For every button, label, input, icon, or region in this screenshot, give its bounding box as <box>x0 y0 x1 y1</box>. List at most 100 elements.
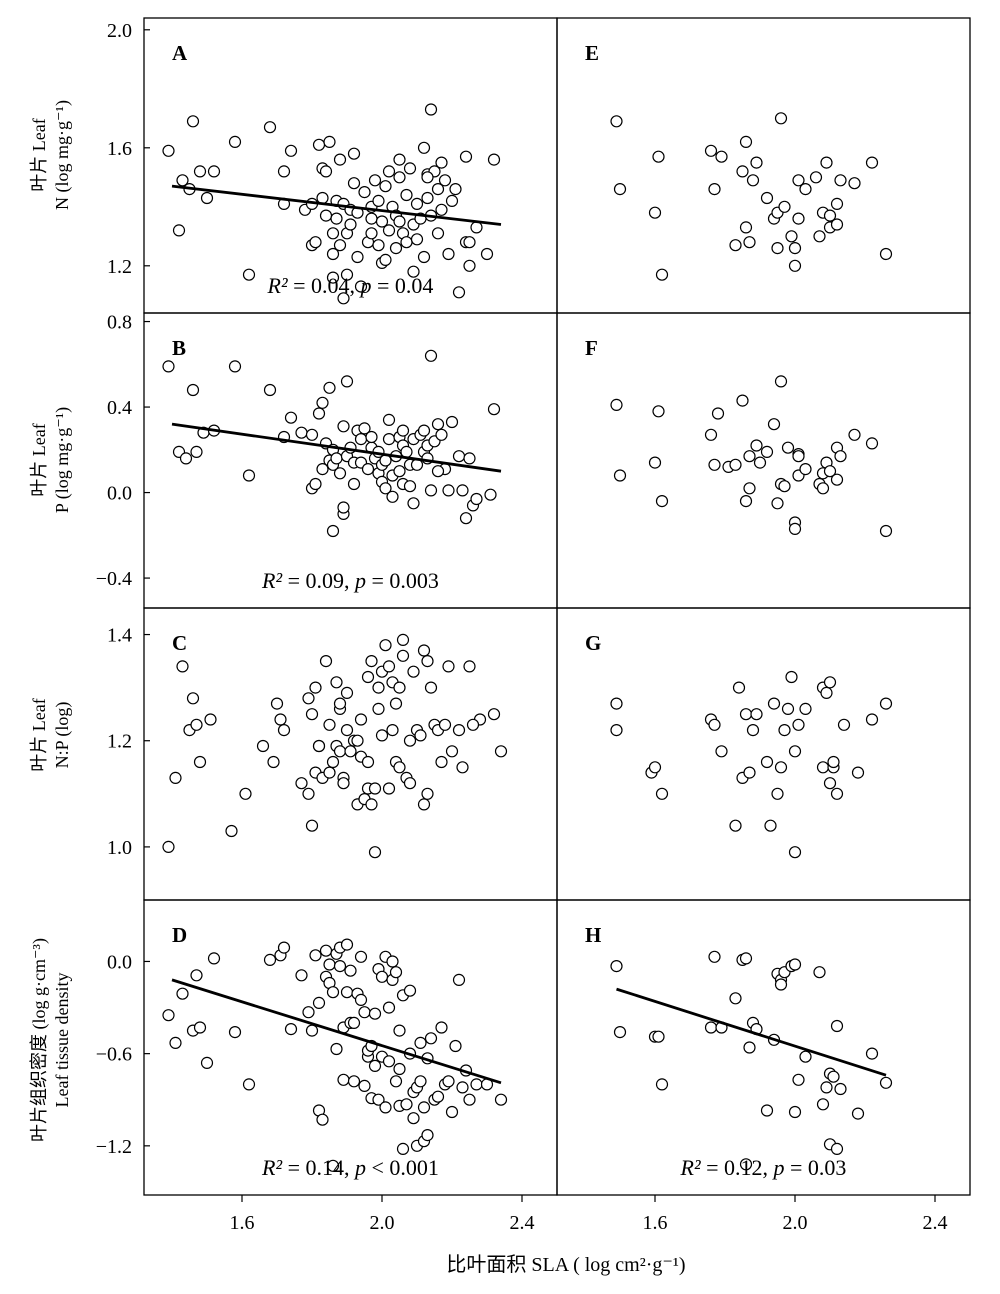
data-point <box>421 171 434 184</box>
data-point <box>323 718 336 731</box>
data-point <box>407 497 420 510</box>
data-point <box>729 819 742 832</box>
data-point <box>204 713 217 726</box>
data-point <box>347 1075 361 1088</box>
data-point <box>382 660 396 673</box>
data-point <box>372 681 385 694</box>
data-point <box>347 1016 361 1030</box>
data-point <box>354 433 368 446</box>
data-point <box>193 755 207 769</box>
data-point <box>368 846 382 859</box>
data-point <box>358 1079 371 1093</box>
data-point <box>421 191 434 205</box>
data-point <box>319 654 333 668</box>
panel-h: H R² = 0.12, p = 0.03 <box>556 899 971 1196</box>
panel-f-label: F <box>585 336 598 360</box>
data-point <box>610 723 623 737</box>
data-point <box>421 654 434 668</box>
panel-g-label: G <box>585 631 601 655</box>
data-point <box>834 450 847 463</box>
data-point <box>169 771 182 785</box>
data-point <box>655 495 669 508</box>
data-point <box>452 286 466 299</box>
data-point <box>162 360 175 373</box>
data-point <box>708 950 721 963</box>
data-point <box>834 174 847 187</box>
data-point <box>729 239 742 252</box>
data-point <box>186 115 200 128</box>
data-point <box>771 497 784 510</box>
data-point <box>319 209 333 222</box>
data-point <box>312 739 326 753</box>
data-point <box>438 718 452 731</box>
data-point <box>648 456 662 469</box>
data-point <box>393 1024 406 1037</box>
data-point <box>393 465 406 478</box>
data-point <box>778 480 791 493</box>
data-point <box>445 194 459 207</box>
data-point <box>442 484 455 497</box>
data-point <box>263 953 277 967</box>
data-point <box>480 247 494 261</box>
data-point <box>382 1001 396 1014</box>
data-point <box>652 405 665 418</box>
data-point <box>316 463 329 476</box>
data-point <box>354 950 368 963</box>
data-point <box>431 465 445 478</box>
data-point <box>340 938 354 951</box>
data-point <box>417 644 431 657</box>
data-point <box>431 418 445 431</box>
data-point <box>435 203 448 216</box>
data-point <box>648 761 662 774</box>
data-point <box>379 1101 392 1114</box>
panel-d-ytick-label: −1.2 <box>96 1136 132 1158</box>
data-point <box>326 1159 340 1172</box>
data-point <box>823 465 837 478</box>
data-point <box>326 271 340 284</box>
panel-c: C 1.0 1.2 1.4 <box>107 607 558 901</box>
data-point <box>743 450 756 463</box>
panel-a: A 1.2 1.6 2.0 R² = 0.04, p = 0.04 <box>107 17 558 314</box>
data-point <box>778 723 791 737</box>
data-point <box>358 1006 371 1019</box>
data-point <box>368 174 382 187</box>
data-point <box>333 959 347 973</box>
data-point <box>403 734 417 747</box>
data-point <box>655 268 669 281</box>
data-point <box>326 755 340 769</box>
data-point <box>326 247 340 261</box>
data-point <box>330 1042 343 1056</box>
data-point <box>305 819 319 832</box>
panel-d-label: D <box>172 923 187 947</box>
data-point <box>421 787 434 800</box>
data-point <box>799 463 812 476</box>
data-point <box>382 224 396 237</box>
data-point <box>400 236 413 249</box>
panel-b-label: B <box>172 336 186 360</box>
data-point <box>414 729 427 742</box>
data-point <box>263 383 277 397</box>
data-point <box>382 413 396 426</box>
data-point <box>242 1078 256 1091</box>
data-point <box>834 1082 847 1096</box>
panel-b-stat-annotation: R² = 0.09, p = 0.003 <box>261 568 439 593</box>
data-point <box>816 761 830 774</box>
data-point <box>347 477 361 491</box>
data-point <box>823 777 837 790</box>
data-point <box>743 482 756 495</box>
data-point <box>774 761 788 774</box>
data-point <box>333 153 347 166</box>
data-point <box>781 702 795 716</box>
data-point <box>459 150 473 163</box>
data-point <box>613 1025 627 1039</box>
data-point <box>277 165 291 178</box>
data-point <box>403 984 417 997</box>
data-point <box>295 777 308 790</box>
data-point <box>340 375 354 388</box>
data-point <box>442 660 455 673</box>
data-point <box>463 1093 476 1106</box>
data-point <box>323 958 336 971</box>
data-point <box>309 477 322 491</box>
data-point <box>186 692 200 705</box>
panel-h-frame <box>556 899 971 1196</box>
